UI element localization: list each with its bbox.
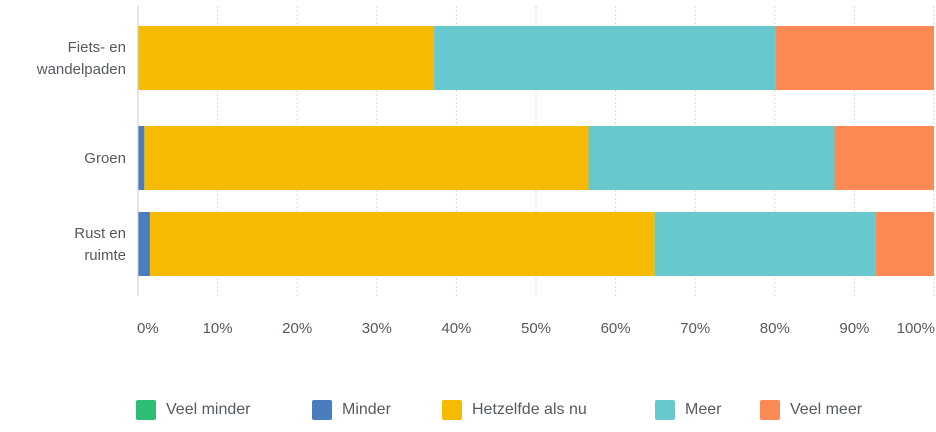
bar-segment (138, 26, 435, 90)
legend-label: Veel minder (166, 401, 251, 418)
x-tick-label: 60% (601, 320, 631, 337)
x-tick-label: 70% (680, 320, 710, 337)
x-tick-label: 90% (839, 320, 869, 337)
stacked-bar-chart: Fiets- en wandelpaden Groen Rust en ruimte 0… (36, 6, 935, 337)
bar-segment (834, 126, 934, 190)
bar-segment (149, 212, 655, 276)
x-tick-label: 20% (282, 320, 312, 337)
bar-segment (138, 126, 145, 190)
legend-swatch (655, 400, 675, 420)
bar-segment (434, 26, 776, 90)
legend: Veel minder Minder Hetzelfde als nu Meer Vee… (0, 398, 936, 428)
legend-label: Veel meer (790, 401, 863, 418)
legend-item: Veel minder (136, 398, 251, 422)
legend-swatch (136, 400, 156, 420)
bar-segment (875, 212, 934, 276)
bar-segment (775, 26, 934, 90)
x-tick-label: 80% (760, 320, 790, 337)
category-label: Fiets- en (68, 39, 126, 56)
x-tick-label: 10% (203, 320, 233, 337)
category-labels: Fiets- en wandelpaden Groen Rust en ruimte (36, 39, 126, 264)
bar-segment (588, 126, 835, 190)
legend-label: Meer (685, 401, 722, 418)
x-tick-label: 100% (897, 320, 935, 337)
x-tick-label: 40% (441, 320, 471, 337)
legend-swatch (312, 400, 332, 420)
category-label: wandelpaden (36, 61, 126, 78)
legend-label: Hetzelfde als nu (472, 401, 587, 418)
legend-item: Minder (312, 398, 391, 422)
bar-segment (654, 212, 876, 276)
legend-swatch (760, 400, 780, 420)
legend-item: Veel meer (760, 398, 862, 422)
x-tick-label: 30% (362, 320, 392, 337)
x-tick-label: 50% (521, 320, 551, 337)
legend-item: Meer (655, 398, 721, 422)
legend-item: Hetzelfde als nu (442, 398, 587, 422)
category-label: ruimte (84, 247, 126, 264)
bar-segment (144, 126, 589, 190)
x-tick-label: 0% (137, 320, 159, 337)
legend-swatch (442, 400, 462, 420)
legend-label: Minder (342, 401, 391, 418)
category-label: Rust en (74, 225, 126, 242)
x-tick-labels: 0% 10% 20% 30% 40% 50% 60% 70% 80% 90% 100% (137, 320, 935, 337)
category-label: Groen (84, 150, 126, 167)
bar-segment (138, 212, 150, 276)
bars (138, 26, 934, 276)
